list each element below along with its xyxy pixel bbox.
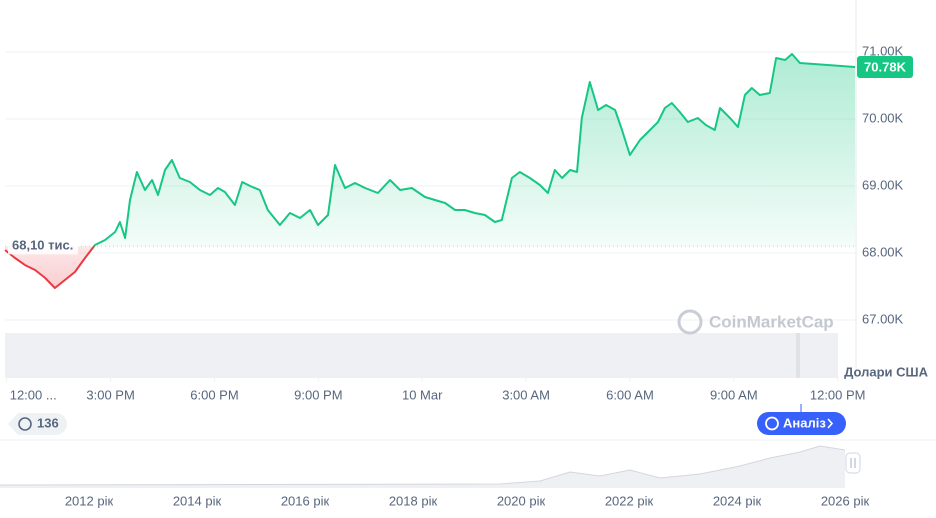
- x-tick-label: 9:00 AM: [710, 387, 758, 402]
- area: [5, 54, 855, 288]
- badge[interactable]: 136: [8, 413, 67, 435]
- analysis-button[interactable]: Аналіз: [757, 412, 846, 435]
- button-text: Аналіз: [783, 415, 826, 430]
- x-tick-label: 3:00 PM: [86, 387, 134, 402]
- current-price-label: 70.78K: [864, 59, 907, 74]
- baseline-label-bg: [8, 236, 78, 255]
- x-tick-label: 12:00 ...: [10, 387, 57, 402]
- x-tick-label: 6:00 AM: [606, 387, 654, 402]
- navigator-label: 2026 рік: [821, 493, 870, 508]
- y-tick-label: 68.00K: [862, 244, 904, 259]
- badge-text: 136: [37, 415, 59, 430]
- y-tick-label: 71.00K: [862, 43, 904, 58]
- y-tick-label: 70.00K: [862, 110, 904, 125]
- currency-label: Долари США: [844, 364, 929, 379]
- navigator-label: 2018 рік: [389, 493, 438, 508]
- watermark-text: CoinMarketCap: [709, 312, 834, 331]
- x-tick-label: 9:00 PM: [294, 387, 342, 402]
- line: [4, 53, 856, 289]
- navigator-label: 2014 рік: [173, 493, 222, 508]
- volume-band: [5, 333, 838, 378]
- volume-band: [796, 333, 800, 378]
- watermark: CoinMarketCap: [677, 309, 834, 335]
- x-tick-label: 10 Mar: [402, 387, 443, 402]
- x-tick-label: 3:00 AM: [502, 387, 550, 402]
- navigator: [0, 439, 936, 488]
- navigator-label: 2022 рік: [605, 493, 654, 508]
- x-tick-label: 12:00 PM: [810, 387, 866, 402]
- x-tick-label: 6:00 PM: [190, 387, 238, 402]
- baseline-label: 68,10 тис.: [12, 238, 73, 253]
- navigator-label: 2012 рік: [65, 493, 114, 508]
- navigator-label: 2016 рік: [281, 493, 330, 508]
- y-tick-label: 69.00K: [862, 177, 904, 192]
- navigator-label: 2024 рік: [713, 493, 762, 508]
- y-tick-label: 67.00K: [862, 311, 904, 326]
- current-price-tag: [857, 56, 913, 79]
- navigator-label: 2020 рік: [497, 493, 546, 508]
